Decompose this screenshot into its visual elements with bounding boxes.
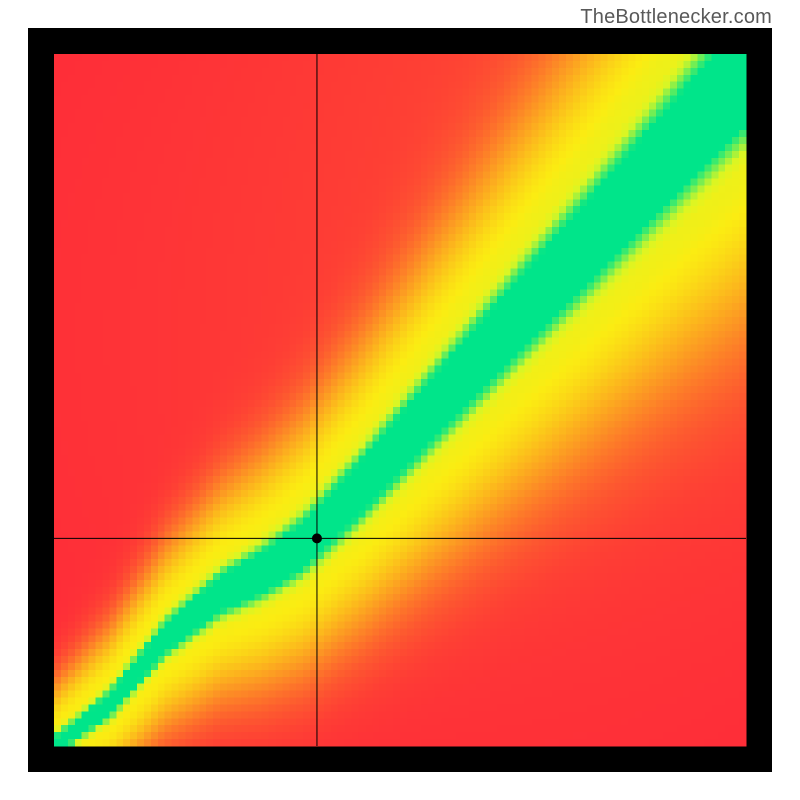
heatmap-cells — [54, 54, 747, 747]
bottleneck-heatmap — [28, 28, 772, 772]
crosshair-point — [312, 533, 322, 543]
watermark-text: TheBottlenecker.com — [580, 6, 772, 29]
page-container: TheBottlenecker.com — [0, 0, 800, 800]
heatmap-svg — [28, 28, 772, 772]
